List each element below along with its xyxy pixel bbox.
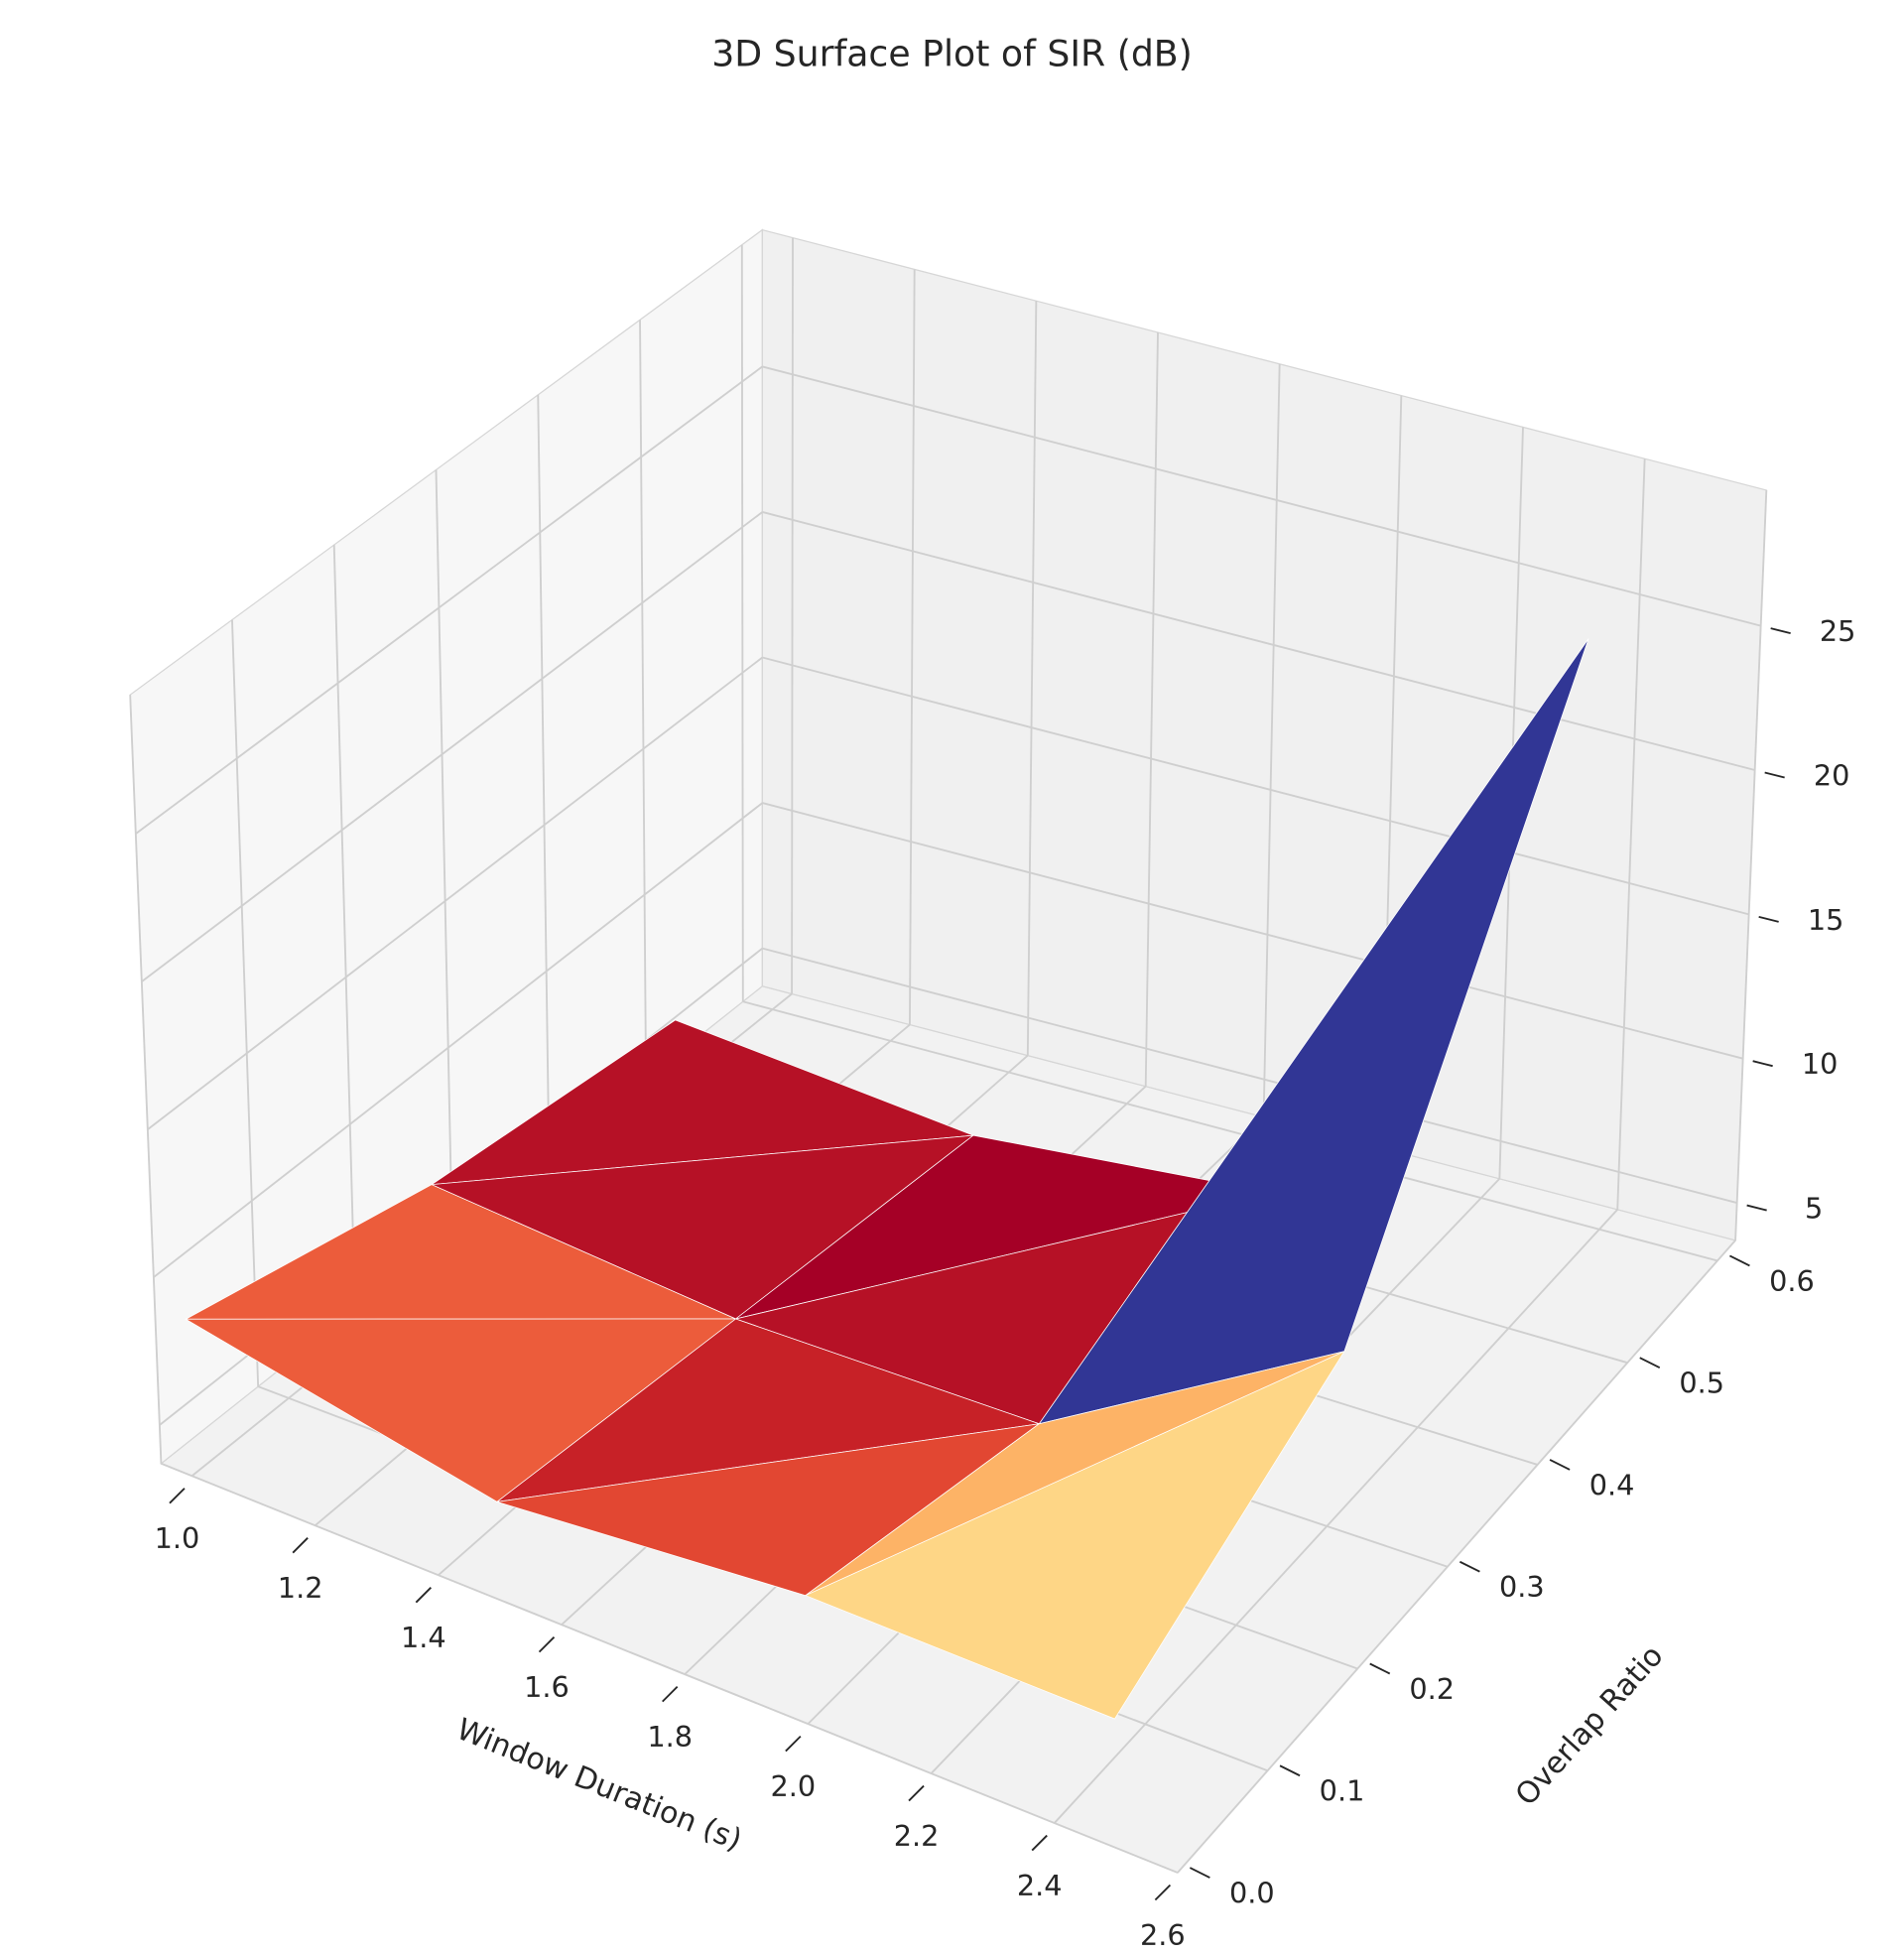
x-tick-label: 1.6 xyxy=(524,1670,570,1704)
grid-line xyxy=(762,802,1743,1060)
grid-line xyxy=(1054,1209,1618,1824)
grid-line xyxy=(791,237,794,994)
grid-line xyxy=(332,544,356,1310)
x-tick-label: 2.4 xyxy=(1017,1869,1063,1902)
tick-mark xyxy=(1639,1357,1661,1369)
grid-line xyxy=(135,365,763,835)
x-tick-label: 2.6 xyxy=(1140,1918,1186,1952)
surface-triangle xyxy=(804,1350,1345,1720)
tick-mark xyxy=(1729,1254,1750,1267)
grid-line xyxy=(909,269,916,1025)
grid-line xyxy=(435,469,453,1234)
tick-mark xyxy=(1770,627,1791,635)
grid-line xyxy=(1262,363,1281,1117)
grid-line xyxy=(762,656,1749,916)
tick-mark xyxy=(1279,1764,1301,1777)
grid-line xyxy=(537,394,551,1156)
y-tick-label: 0.2 xyxy=(1409,1672,1455,1706)
grid-line xyxy=(762,947,1737,1204)
tick-mark xyxy=(169,1488,186,1504)
grid-line xyxy=(141,511,763,982)
y-axis-label: Overlap Ratio xyxy=(1509,1638,1671,1812)
tick-mark xyxy=(1764,771,1785,779)
grid-line xyxy=(740,244,744,1002)
grid-line xyxy=(1026,301,1038,1056)
y-tick-label: 0.5 xyxy=(1679,1367,1724,1400)
x-tick-label: 1.4 xyxy=(401,1621,446,1654)
x-tick-label: 1.0 xyxy=(155,1521,200,1555)
x-tick-label: 1.8 xyxy=(647,1720,693,1754)
tick-mark xyxy=(1031,1834,1048,1852)
tick-mark xyxy=(1746,1204,1767,1212)
grid-line xyxy=(762,511,1755,771)
grid-line xyxy=(1616,458,1646,1210)
z-tick-label: 5 xyxy=(1805,1192,1823,1226)
grid-line xyxy=(1144,331,1159,1087)
y-tick-label: 0.3 xyxy=(1499,1570,1545,1604)
grid-line xyxy=(742,1000,1718,1262)
y-tick-label: 0.0 xyxy=(1229,1877,1275,1910)
tick-mark xyxy=(1154,1884,1172,1901)
tick-mark xyxy=(785,1735,802,1753)
z-tick-label: 25 xyxy=(1820,614,1856,648)
chart-title: 3D Surface Plot of SIR (dB) xyxy=(711,33,1193,75)
grid-line xyxy=(147,656,763,1130)
x-tick-label: 1.2 xyxy=(278,1571,323,1605)
tick-mark xyxy=(1369,1662,1391,1675)
tick-mark xyxy=(662,1685,679,1703)
grid-line xyxy=(231,619,260,1387)
tick-mark xyxy=(1752,1060,1773,1068)
tick-mark xyxy=(1758,915,1779,923)
y-tick-label: 0.1 xyxy=(1320,1774,1365,1808)
y-tick-label: 0.6 xyxy=(1769,1264,1815,1298)
y-tick-label: 0.4 xyxy=(1589,1468,1635,1501)
grid-line xyxy=(153,802,763,1278)
x-tick-label: 2.2 xyxy=(894,1819,940,1853)
grid-line xyxy=(762,365,1761,627)
grid-line xyxy=(1177,1239,1736,1874)
tick-mark xyxy=(1549,1459,1571,1471)
x-axis-label: Window Duration (s) xyxy=(451,1712,746,1858)
tick-mark xyxy=(415,1587,432,1604)
grid-line xyxy=(639,320,648,1079)
z-tick-label: 20 xyxy=(1814,758,1850,792)
tick-mark xyxy=(1189,1867,1210,1879)
grid-line xyxy=(1734,489,1768,1240)
grid-line xyxy=(129,695,163,1464)
tick-mark xyxy=(292,1537,309,1554)
z-tick-label: 15 xyxy=(1808,903,1844,937)
tick-mark xyxy=(908,1784,925,1802)
grid-line xyxy=(161,1462,1179,1874)
tick-mark xyxy=(1459,1560,1480,1573)
x-tick-label: 2.0 xyxy=(771,1769,817,1803)
tick-mark xyxy=(538,1635,556,1653)
z-tick-label: 10 xyxy=(1802,1047,1839,1081)
